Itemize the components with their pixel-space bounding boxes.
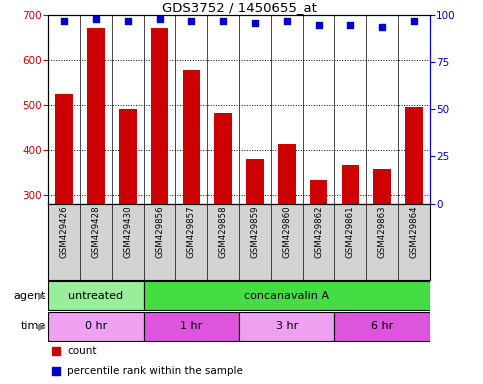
Bar	[341, 166, 359, 204]
Bar	[48, 281, 144, 310]
Text: GSM429428: GSM429428	[91, 206, 100, 258]
Bar	[87, 28, 105, 204]
Text: 3 hr: 3 hr	[276, 321, 298, 331]
Bar	[119, 109, 137, 204]
Bar	[335, 312, 430, 341]
Point	[283, 18, 291, 24]
Bar	[278, 144, 296, 204]
Bar	[405, 107, 423, 204]
Bar	[239, 312, 334, 341]
Bar	[246, 159, 264, 204]
Text: 0 hr: 0 hr	[85, 321, 107, 331]
Text: count: count	[68, 346, 97, 356]
Bar	[144, 312, 239, 341]
Text: agent: agent	[14, 291, 46, 301]
Point	[378, 23, 386, 30]
Bar	[56, 94, 73, 204]
Text: ▶: ▶	[35, 321, 45, 331]
Text: GSM429862: GSM429862	[314, 206, 323, 258]
Bar	[310, 180, 327, 204]
Text: GSM429858: GSM429858	[219, 206, 227, 258]
Text: GSM429859: GSM429859	[251, 206, 259, 258]
Point	[60, 18, 68, 24]
Text: GSM429857: GSM429857	[187, 206, 196, 258]
Text: time: time	[21, 321, 46, 331]
Point	[346, 22, 354, 28]
Bar	[151, 28, 169, 204]
Text: 1 hr: 1 hr	[180, 321, 202, 331]
Text: GSM429864: GSM429864	[410, 206, 418, 258]
Bar	[48, 312, 144, 341]
Bar	[373, 169, 391, 204]
Text: GSM429856: GSM429856	[155, 206, 164, 258]
Point	[251, 20, 259, 26]
Point	[156, 16, 163, 22]
Title: GDS3752 / 1450655_at: GDS3752 / 1450655_at	[162, 1, 316, 14]
Bar	[144, 281, 430, 310]
Text: GSM429863: GSM429863	[378, 206, 387, 258]
Text: untreated: untreated	[69, 291, 124, 301]
Text: GSM429860: GSM429860	[282, 206, 291, 258]
Point	[219, 18, 227, 24]
Point	[187, 18, 195, 24]
Point	[410, 18, 418, 24]
Point	[92, 16, 100, 22]
Bar	[183, 71, 200, 204]
Text: 6 hr: 6 hr	[371, 321, 393, 331]
Point	[124, 18, 132, 24]
Text: concanavalin A: concanavalin A	[244, 291, 329, 301]
Text: GSM429430: GSM429430	[123, 206, 132, 258]
Text: GSM429861: GSM429861	[346, 206, 355, 258]
Text: ▶: ▶	[35, 291, 45, 301]
Bar	[214, 114, 232, 204]
Point	[315, 22, 323, 28]
Text: GSM429426: GSM429426	[60, 206, 69, 258]
Text: percentile rank within the sample: percentile rank within the sample	[68, 366, 243, 376]
